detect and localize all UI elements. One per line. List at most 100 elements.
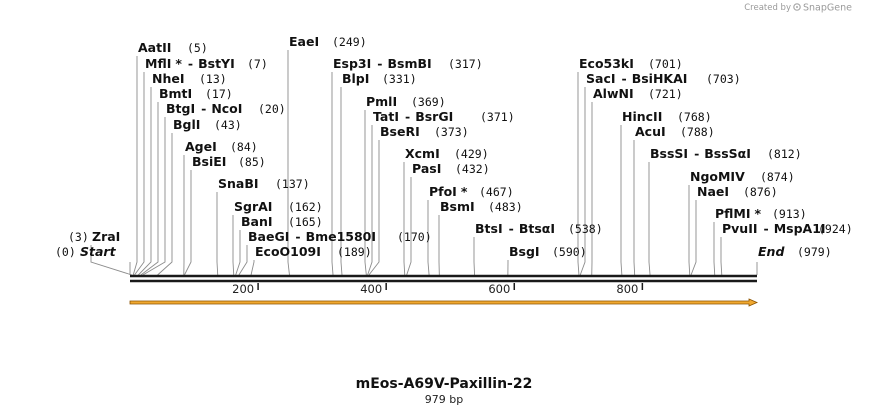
site-leader-line — [620, 125, 623, 276]
enzyme-name: Esp3I — [333, 56, 371, 71]
enzyme-name: BtsI — [475, 221, 503, 236]
enzyme-name: AatII — [138, 40, 171, 55]
enzyme-name: SgrAI — [234, 199, 272, 214]
isoschizomer-separator: - — [295, 229, 300, 244]
site-position: (165) — [288, 215, 323, 229]
star-activity-mark: * — [175, 56, 182, 71]
restriction-site-label[interactable]: BsgI (590) — [509, 244, 587, 259]
enzyme-name: EaeI — [289, 34, 319, 49]
enzyme-name: NheI — [152, 71, 185, 86]
enzyme-name: PflMI — [715, 206, 751, 221]
restriction-site-label[interactable]: PmlI (369) — [366, 94, 446, 109]
site-position: (703) — [706, 72, 741, 86]
site-leader-line — [138, 87, 152, 276]
isoschizomer-separator: - — [622, 71, 627, 86]
site-leader-line — [134, 72, 145, 276]
isoschizomer-name: BtsαI — [519, 221, 555, 236]
enzyme-name: PfoI — [429, 184, 457, 199]
end-position: (979) — [797, 245, 832, 259]
restriction-site-label[interactable]: EcoO109I (189) — [255, 244, 372, 259]
enzyme-name: BsgI — [509, 244, 540, 259]
site-labels: AatII (5)MflI * - BstYI (7)NheI (13)BmtI (17)Bt… — [68, 34, 853, 259]
axis-tick-label: 600 — [488, 282, 510, 296]
isoschizomer-separator: - — [405, 109, 410, 124]
site-leader-line — [403, 162, 406, 276]
site-leader-line — [90, 245, 133, 276]
restriction-site-label[interactable]: AatII (5) — [138, 40, 208, 55]
restriction-site-label[interactable]: BssSI - BssSαI (812) — [650, 146, 802, 161]
restriction-site-label[interactable]: TatI - BsrGI (371) — [373, 109, 515, 124]
restriction-site-label[interactable]: BsmI (483) — [440, 199, 523, 214]
restriction-site-label[interactable]: Eco53kI (701) — [579, 56, 683, 71]
restriction-site-label[interactable]: AlwNI (721) — [593, 86, 683, 101]
site-position: (170) — [397, 230, 432, 244]
restriction-site-label[interactable]: PfoI * (467) — [429, 184, 514, 199]
enzyme-name: SacI — [586, 71, 616, 86]
restriction-site-label[interactable]: SgrAI (162) — [234, 199, 323, 214]
axis-tick-label: 400 — [360, 282, 382, 296]
start-label: Start — [80, 244, 117, 259]
restriction-site-label[interactable]: PvuII - MspA1I(924) — [722, 221, 853, 236]
restriction-site-label[interactable]: BaeGI - Bme1580I (170) — [248, 229, 432, 244]
site-leader-line — [216, 192, 219, 276]
restriction-site-label[interactable]: SacI - BsiHKAI (703) — [586, 71, 741, 86]
site-position: (876) — [743, 185, 778, 199]
restriction-site-label[interactable]: XcmI (429) — [405, 146, 489, 161]
axis-tick-label: 200 — [232, 282, 254, 296]
site-position: (924) — [818, 222, 853, 236]
feature-arrow[interactable] — [129, 298, 758, 307]
site-position: (85) — [238, 155, 266, 169]
restriction-site-label[interactable]: BglI (43) — [173, 117, 242, 132]
sequence-length: 979 bp — [425, 393, 463, 406]
restriction-site-label[interactable]: NaeI (876) — [697, 184, 778, 199]
isoschizomer-name: BstYI — [198, 56, 235, 71]
restriction-site-label[interactable]: PflMI * (913) — [715, 206, 807, 221]
site-leader-line — [287, 50, 290, 276]
enzyme-name: BseRI — [380, 124, 420, 139]
enzyme-name: AgeI — [185, 139, 217, 154]
isoschizomer-separator: - — [694, 146, 699, 161]
site-position: (43) — [214, 118, 242, 132]
restriction-site-label[interactable]: NgoMIV (874) — [690, 169, 795, 184]
enzyme-name: HincII — [622, 109, 662, 124]
restriction-site-label[interactable]: ZraI(3) — [68, 229, 120, 244]
enzyme-name: BanI — [241, 214, 273, 229]
site-leader-line — [406, 177, 412, 276]
enzyme-name: BmtI — [159, 86, 192, 101]
enzyme-name: NgoMIV — [690, 169, 745, 184]
restriction-site-label[interactable]: BsiEI (85) — [192, 154, 266, 169]
restriction-site-label[interactable]: BseRI (373) — [380, 124, 469, 139]
restriction-site-label[interactable]: BanI (165) — [241, 214, 323, 229]
restriction-site-label[interactable]: BtsI - BtsαI (538) — [475, 221, 603, 236]
restriction-site-label[interactable]: MflI * - BstYI (7) — [145, 56, 268, 71]
restriction-site-label[interactable]: Esp3I - BsmBI (317) — [333, 56, 483, 71]
site-leader-line — [157, 133, 173, 276]
site-position: (7) — [247, 57, 268, 71]
site-position: (369) — [411, 95, 446, 109]
site-position: (3) — [68, 230, 89, 244]
restriction-site-label[interactable]: AgeI (84) — [185, 139, 258, 154]
site-position: (249) — [332, 35, 367, 49]
sequence-backbone — [130, 274, 757, 283]
restriction-site-label[interactable]: EaeI (249) — [289, 34, 367, 49]
enzyme-name: MflI — [145, 56, 171, 71]
restriction-site-label[interactable]: SnaBI (137) — [218, 176, 310, 191]
axis-tick-label: 800 — [616, 282, 638, 296]
snapgene-logo-icon — [793, 3, 801, 11]
site-position: (429) — [454, 147, 489, 161]
restriction-site-label[interactable]: AcuI (788) — [635, 124, 715, 139]
restriction-site-label[interactable]: PasI (432) — [412, 161, 490, 176]
restriction-site-label[interactable]: BmtI (17) — [159, 86, 233, 101]
restriction-site-label[interactable]: HincII (768) — [622, 109, 712, 124]
isoschizomer-name: NcoI — [211, 101, 242, 116]
site-position: (721) — [648, 87, 683, 101]
site-leader-line — [579, 87, 586, 276]
restriction-site-label[interactable]: BlpI (331) — [342, 71, 417, 86]
restriction-site-label[interactable]: BtgI - NcoI (20) — [166, 101, 286, 116]
restriction-site-label[interactable]: NheI (13) — [152, 71, 227, 86]
enzyme-name: EcoO109I — [255, 244, 321, 259]
isoschizomer-name: MspA1I — [774, 221, 826, 236]
site-leader-line — [238, 245, 248, 276]
site-leader-line — [648, 162, 651, 276]
site-position: (812) — [767, 147, 802, 161]
